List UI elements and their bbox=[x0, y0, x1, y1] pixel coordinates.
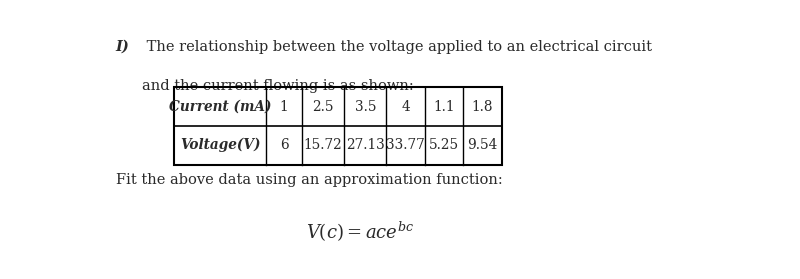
Text: 4: 4 bbox=[402, 100, 410, 114]
Text: 1: 1 bbox=[280, 100, 289, 114]
Text: $\mathit{V(c)} = \mathit{ace}^{\mathit{bc}}$: $\mathit{V(c)} = \mathit{ace}^{\mathit{b… bbox=[306, 220, 414, 244]
Text: 15.72: 15.72 bbox=[304, 138, 342, 152]
Text: Current (mA): Current (mA) bbox=[169, 100, 271, 114]
Text: 1.1: 1.1 bbox=[434, 100, 455, 114]
Text: 9.54: 9.54 bbox=[467, 138, 498, 152]
Text: 27.13: 27.13 bbox=[346, 138, 385, 152]
Text: 33.77: 33.77 bbox=[386, 138, 425, 152]
Text: Fit the above data using an approximation function:: Fit the above data using an approximatio… bbox=[115, 173, 502, 187]
Text: and the current flowing is as shown:: and the current flowing is as shown: bbox=[142, 79, 414, 93]
Text: 3.5: 3.5 bbox=[354, 100, 376, 114]
Text: 6: 6 bbox=[280, 138, 289, 152]
Text: The relationship between the voltage applied to an electrical circuit: The relationship between the voltage app… bbox=[142, 40, 652, 54]
Text: 5.25: 5.25 bbox=[429, 138, 459, 152]
Text: 2.5: 2.5 bbox=[313, 100, 334, 114]
Text: 1.8: 1.8 bbox=[472, 100, 494, 114]
Text: I): I) bbox=[115, 40, 130, 54]
Text: Voltage(V): Voltage(V) bbox=[180, 138, 261, 152]
